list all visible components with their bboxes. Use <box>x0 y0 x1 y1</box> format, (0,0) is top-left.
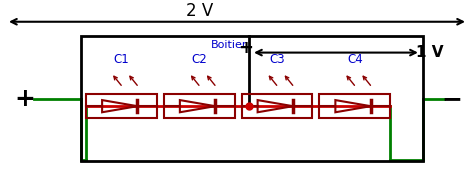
Text: +: + <box>238 39 253 57</box>
Text: C2: C2 <box>191 53 207 66</box>
Text: C4: C4 <box>347 53 363 66</box>
Bar <box>82 36 423 161</box>
Text: +: + <box>15 87 36 111</box>
Bar <box>242 94 312 118</box>
Bar <box>164 94 235 118</box>
Bar <box>319 94 390 118</box>
Text: C3: C3 <box>269 53 285 66</box>
Text: 1 V: 1 V <box>416 45 444 60</box>
Text: −: − <box>441 87 462 111</box>
Text: 2 V: 2 V <box>186 2 213 20</box>
Text: C1: C1 <box>114 53 129 66</box>
Text: Boitier: Boitier <box>210 40 247 50</box>
Bar <box>86 94 157 118</box>
